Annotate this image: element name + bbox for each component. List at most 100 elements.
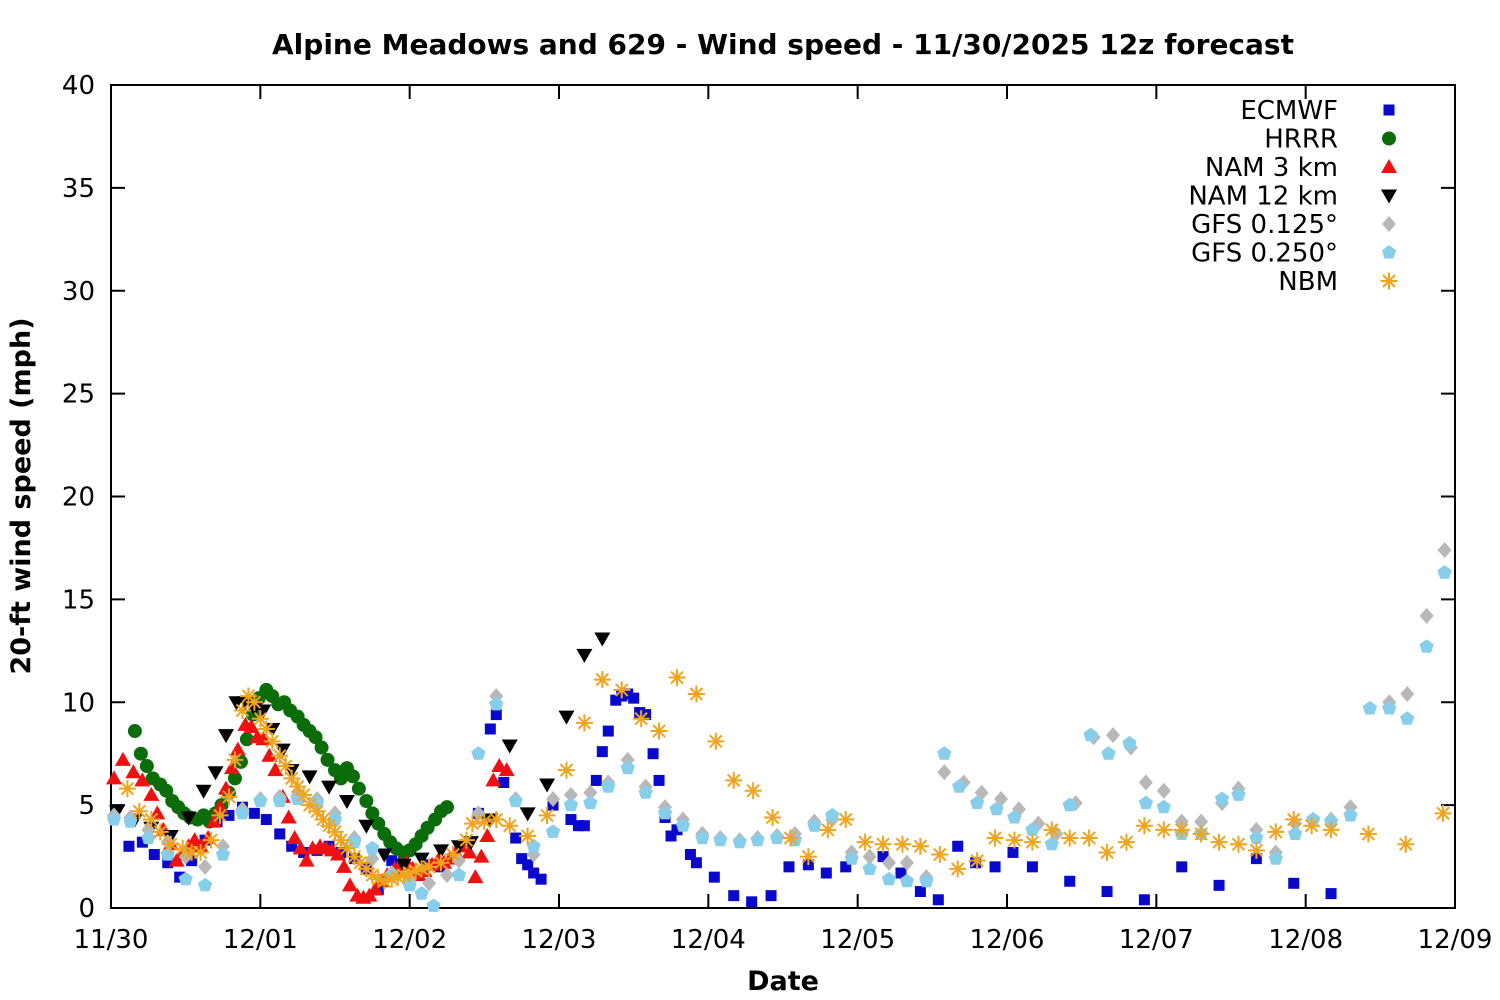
data-point: [684, 849, 696, 861]
data-point: [713, 832, 728, 847]
data-point: [267, 762, 284, 777]
data-point: [583, 784, 598, 801]
data-point: [136, 836, 148, 848]
x-tick-label: 12/09: [1418, 925, 1493, 955]
data-point: [301, 770, 318, 785]
x-tick-label: 12/07: [1119, 925, 1194, 955]
data-point: [1325, 888, 1337, 900]
x-tick-label: 12/06: [970, 925, 1045, 955]
data-point: [386, 855, 398, 867]
data-point: [1249, 830, 1264, 845]
data-point: [1156, 782, 1171, 799]
data-point: [473, 848, 490, 863]
data-point: [271, 747, 289, 765]
data-point: [338, 795, 355, 810]
data-point: [610, 694, 622, 706]
data-point: [583, 795, 598, 810]
data-point: [118, 780, 136, 798]
data-point: [911, 837, 929, 855]
data-point: [837, 811, 855, 829]
data-point: [498, 762, 515, 777]
data-point: [127, 724, 142, 739]
data-point: [874, 835, 892, 853]
data-point: [440, 800, 454, 815]
data-point: [1156, 799, 1171, 814]
data-point: [487, 811, 505, 829]
x-tick-label: 12/03: [522, 925, 597, 955]
data-point: [634, 707, 646, 719]
data-point: [970, 795, 985, 810]
data-point: [1122, 735, 1137, 750]
data-point: [732, 834, 747, 849]
legend-entry-nbm: NBM: [1278, 267, 1398, 297]
data-point: [1214, 791, 1230, 805]
data-point: [708, 871, 720, 883]
data-point: [1397, 835, 1415, 853]
data-point: [286, 830, 303, 845]
data-point: [986, 829, 1004, 847]
data-point: [114, 751, 131, 766]
data-point: [367, 881, 384, 896]
data-point: [575, 714, 593, 732]
data-point: [1083, 727, 1098, 742]
data-point: [516, 853, 528, 865]
data-point: [321, 780, 338, 795]
data-point: [335, 858, 352, 873]
data-point: [351, 781, 366, 796]
data-point: [489, 696, 504, 711]
legend-label: GFS 0.250°: [1191, 239, 1338, 269]
data-point: [989, 861, 1001, 873]
data-point: [1231, 787, 1246, 801]
data-point: [1213, 879, 1225, 891]
data-point: [769, 830, 785, 845]
data-point: [602, 725, 614, 737]
data-point: [593, 671, 611, 689]
data-point: [501, 739, 518, 754]
data-point: [277, 757, 295, 775]
data-point: [1061, 829, 1079, 847]
data-point: [451, 867, 467, 882]
data-point: [647, 748, 659, 760]
data-point: [1155, 821, 1173, 839]
data-point: [671, 824, 683, 836]
data-point: [207, 766, 224, 781]
data-point: [1229, 835, 1247, 853]
data-point: [490, 709, 502, 721]
data-point: [596, 746, 608, 758]
data-point: [235, 805, 250, 820]
y-tick-label: 0: [78, 894, 95, 924]
data-point: [576, 648, 593, 663]
data-point: [1343, 807, 1358, 822]
data-point: [195, 784, 212, 799]
data-point: [1419, 639, 1434, 653]
data-point: [1419, 607, 1434, 624]
data-point: [414, 886, 429, 900]
data-point: [314, 740, 329, 755]
data-point: [1026, 861, 1038, 873]
legend-label: NBM: [1278, 267, 1338, 297]
data-point: [125, 764, 142, 779]
data-point: [286, 840, 298, 852]
data-point: [376, 848, 393, 863]
data-point: [178, 871, 193, 886]
data-point: [365, 806, 380, 821]
data-point: [1080, 829, 1098, 847]
data-point: [668, 669, 686, 687]
data-point: [1173, 821, 1191, 839]
data-point: [253, 793, 268, 808]
x-tick-label: 12/01: [223, 925, 298, 955]
y-tick-label: 15: [62, 585, 95, 615]
data-point: [211, 806, 229, 824]
data-point: [1400, 686, 1415, 703]
data-point: [471, 746, 486, 760]
data-point: [1138, 894, 1150, 906]
data-point: [750, 832, 765, 847]
data-point: [937, 746, 952, 760]
data-point: [968, 852, 986, 870]
data-point: [263, 732, 281, 750]
data-point: [283, 769, 301, 787]
y-tick-label: 5: [78, 791, 95, 821]
legend-marker-diamond-icon: [1382, 216, 1396, 232]
data-point: [257, 720, 275, 738]
data-point: [690, 857, 702, 869]
